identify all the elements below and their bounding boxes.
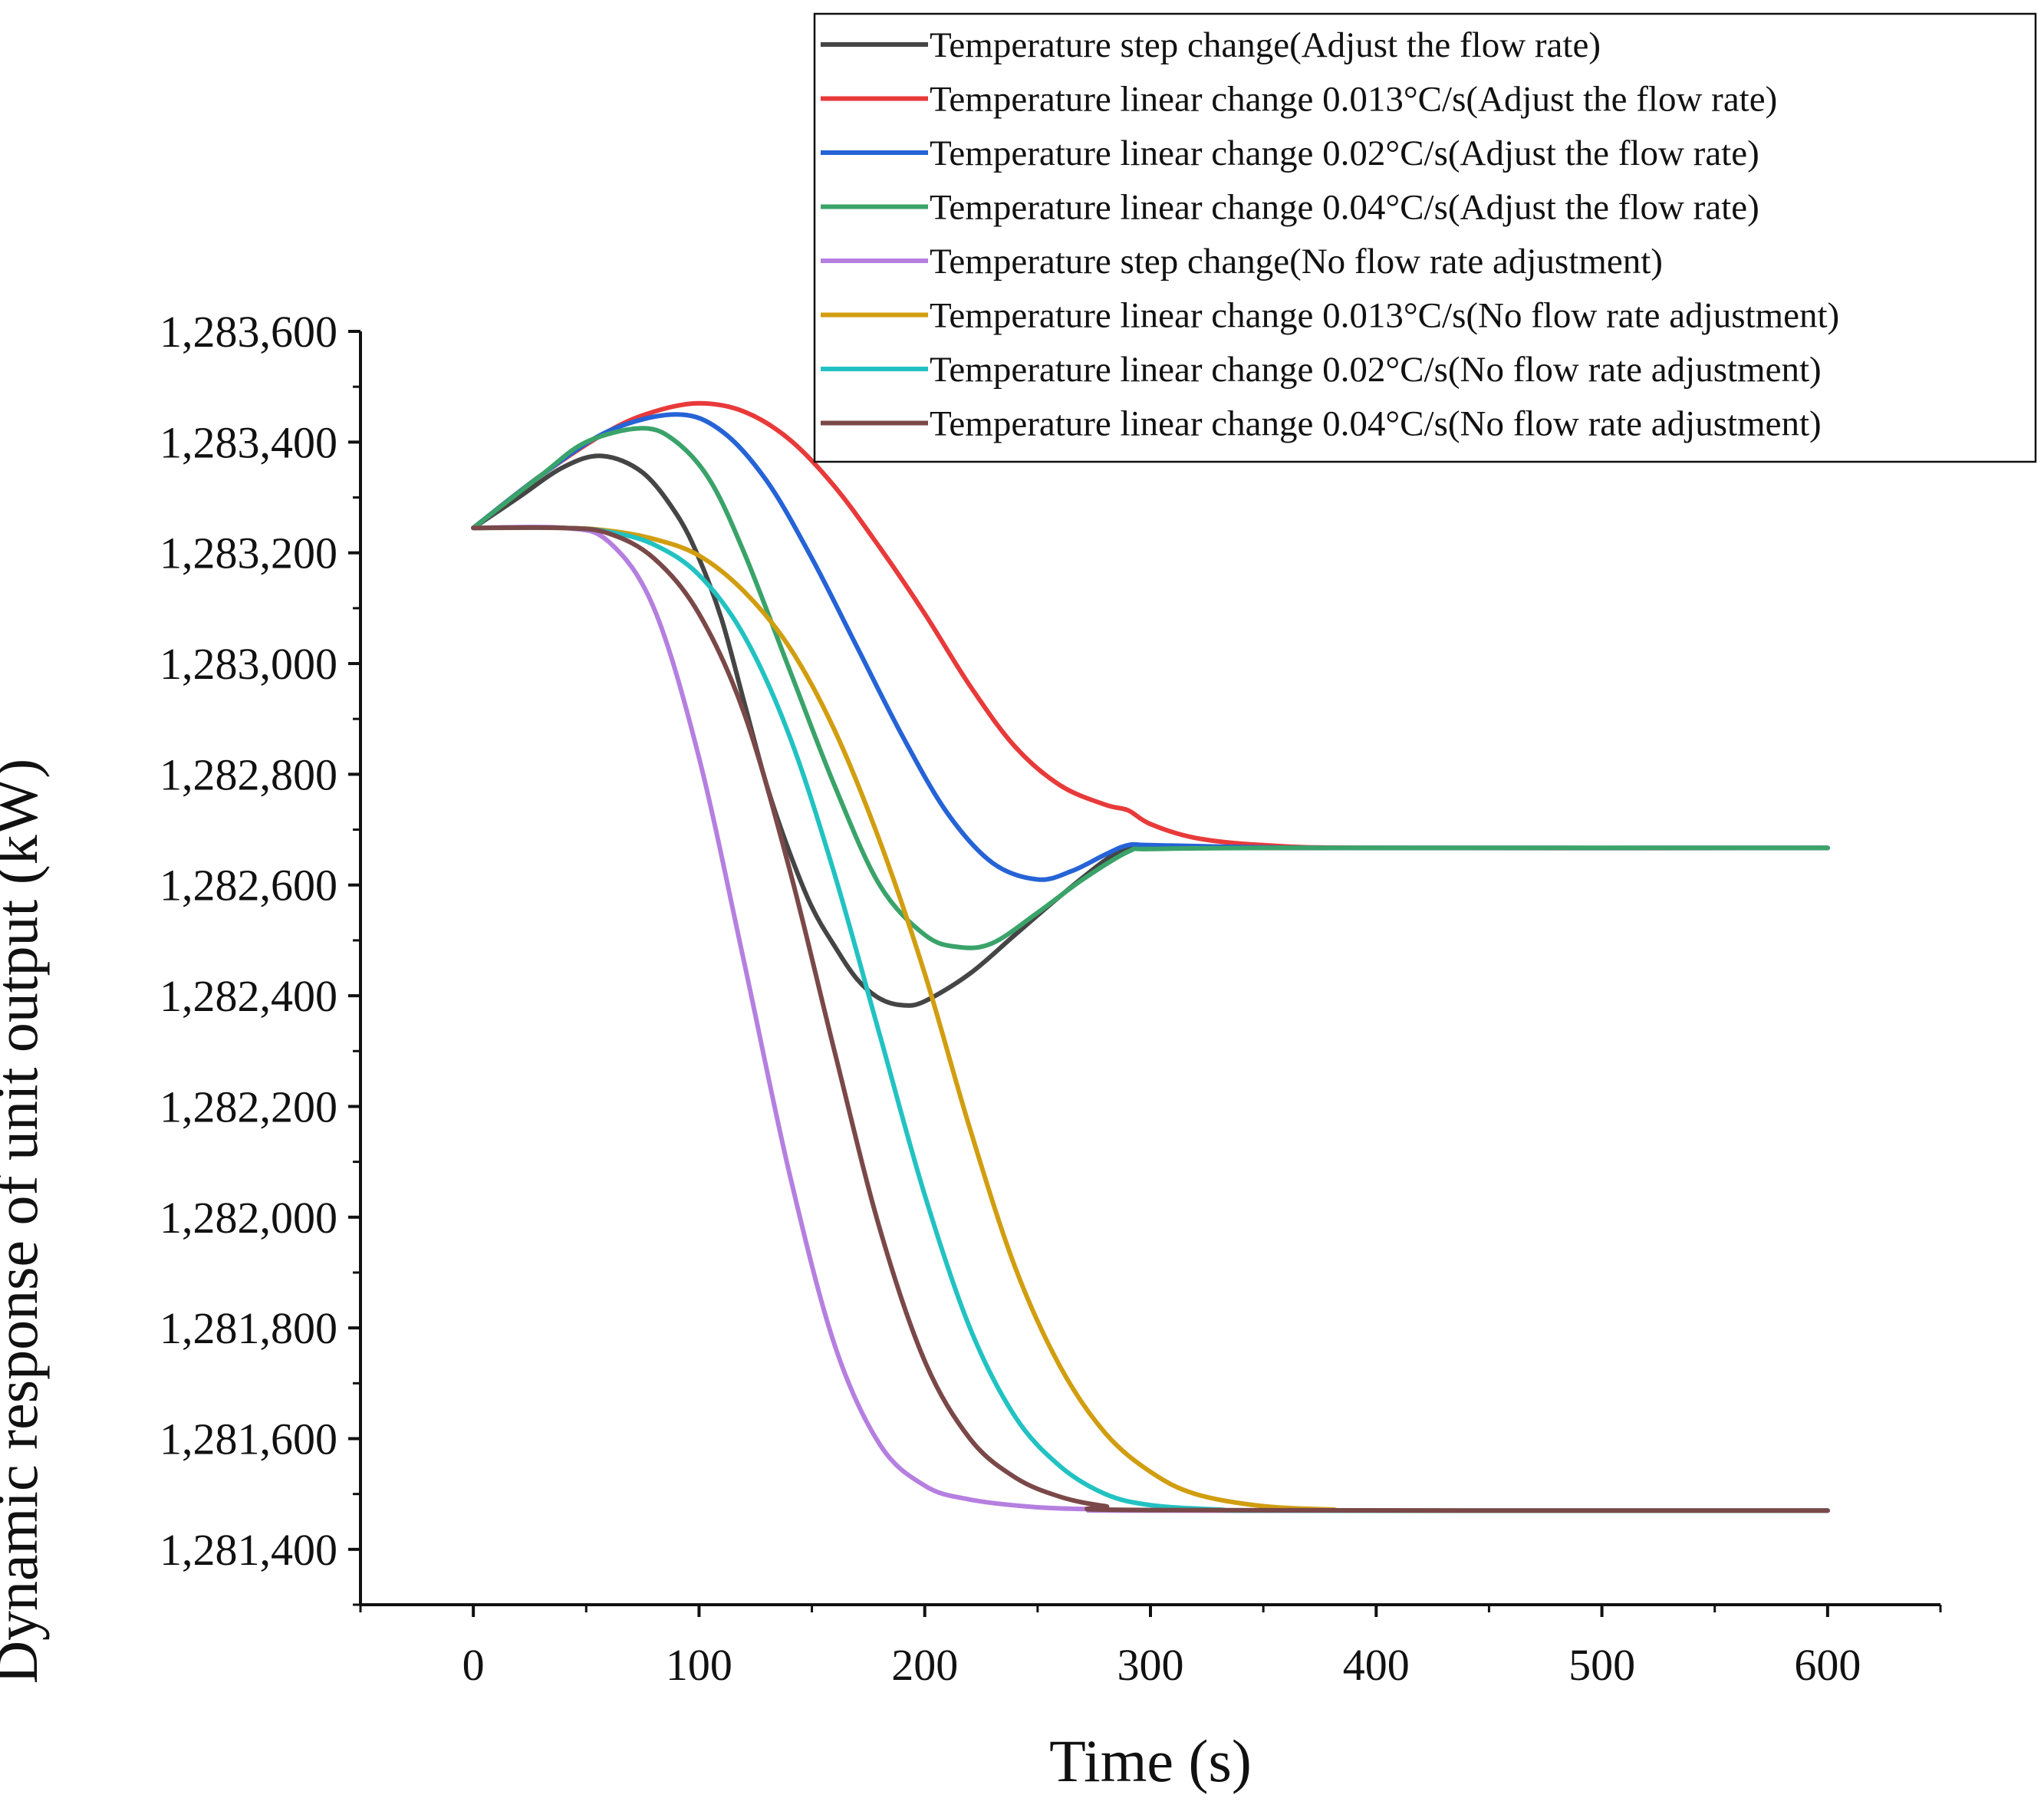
series-line-8: [471, 525, 1830, 1513]
y-tick-label: 1,282,200: [160, 1082, 337, 1131]
y-tick-label: 1,282,000: [160, 1193, 337, 1243]
tick-layer: 0 100 200 300 400 500 600 1,281,400 1,281,600 1,2…: [160, 307, 1942, 1690]
y-tick-label: 1,283,000: [160, 639, 337, 689]
y-axis-title: Dynamic response of unit output (kW): [0, 759, 50, 1685]
x-tick-label: 500: [1568, 1640, 1635, 1690]
y-tick-label: 1,281,600: [160, 1414, 337, 1464]
x-tick-label: 0: [462, 1640, 485, 1690]
legend-label-3: Temperature linear change 0.02°C/s(Adjus…: [930, 133, 1759, 173]
legend-label-7: Temperature linear change 0.02°C/s(No fl…: [930, 350, 1822, 390]
y-tick-label: 1,283,200: [160, 529, 337, 578]
legend-label-5: Temperature step change(No flow rate adj…: [930, 242, 1663, 282]
legend-box: [813, 12, 2037, 463]
x-axis-title: Time (s): [1049, 1727, 1252, 1794]
y-tick-label: 1,281,800: [160, 1303, 337, 1353]
x-tick-label: 600: [1794, 1640, 1861, 1690]
y-tick-label: 1,283,400: [160, 417, 337, 467]
x-tick-label: 200: [891, 1640, 958, 1690]
x-tick-label: 100: [666, 1640, 732, 1690]
y-tick-label: 1,281,400: [160, 1525, 337, 1575]
series-layer: [471, 400, 1830, 1513]
y-tick-label: 1,282,800: [160, 749, 337, 799]
legend-label-2: Temperature linear change 0.013°C/s(Adju…: [930, 80, 1777, 120]
x-tick-label: 300: [1117, 1640, 1184, 1690]
legend-label-1: Temperature step change(Adjust the flow …: [930, 25, 1601, 65]
series-line-4: [471, 426, 1830, 950]
legend-label-6: Temperature linear change 0.013°C/s(No f…: [930, 296, 1839, 336]
x-tick-label: 400: [1343, 1640, 1410, 1690]
legend-label-4: Temperature linear change 0.04°C/s(Adjus…: [930, 188, 1759, 228]
legend-label-8: Temperature linear change 0.04°C/s(No fl…: [930, 404, 1822, 444]
y-tick-label: 1,282,400: [160, 971, 337, 1021]
y-tick-label: 1,282,600: [160, 861, 337, 911]
legend: Temperature step change(Adjust the flow …: [813, 12, 2037, 463]
y-tick-label: 1,283,600: [160, 307, 337, 357]
